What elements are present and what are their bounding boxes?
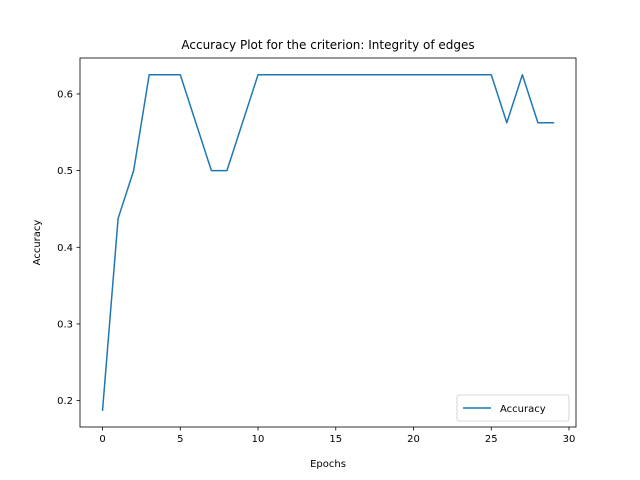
axis-ticks: 0 5 10 15 20 25 30 0.2 0.3 0.4 0.5 0.6 [57,89,575,445]
x-tick-label: 10 [252,434,265,445]
plot-frame [79,57,577,428]
x-tick-label: 25 [485,434,498,445]
legend: Accuracy [456,394,570,422]
chart-title: Accuracy Plot for the criterion: Integri… [181,38,474,52]
x-tick-label: 20 [407,434,420,445]
series-layer [101,74,555,412]
series-line-accuracy [101,74,555,412]
y-tick-label: 0.3 [57,319,73,330]
y-tick-label: 0.4 [57,243,73,254]
x-tick-label: 30 [563,434,576,445]
legend-entry-accuracy: Accuracy [500,404,546,415]
x-tick-label: 0 [99,434,105,445]
legend-box [456,394,570,422]
y-axis-label: Accuracy [32,220,43,266]
y-tick-label: 0.5 [57,166,73,177]
x-tick-label: 5 [177,434,183,445]
y-tick-label: 0.2 [57,396,73,407]
y-tick-label: 0.6 [57,89,73,100]
x-axis-label: Epochs [310,459,346,470]
x-tick-label: 15 [329,434,342,445]
